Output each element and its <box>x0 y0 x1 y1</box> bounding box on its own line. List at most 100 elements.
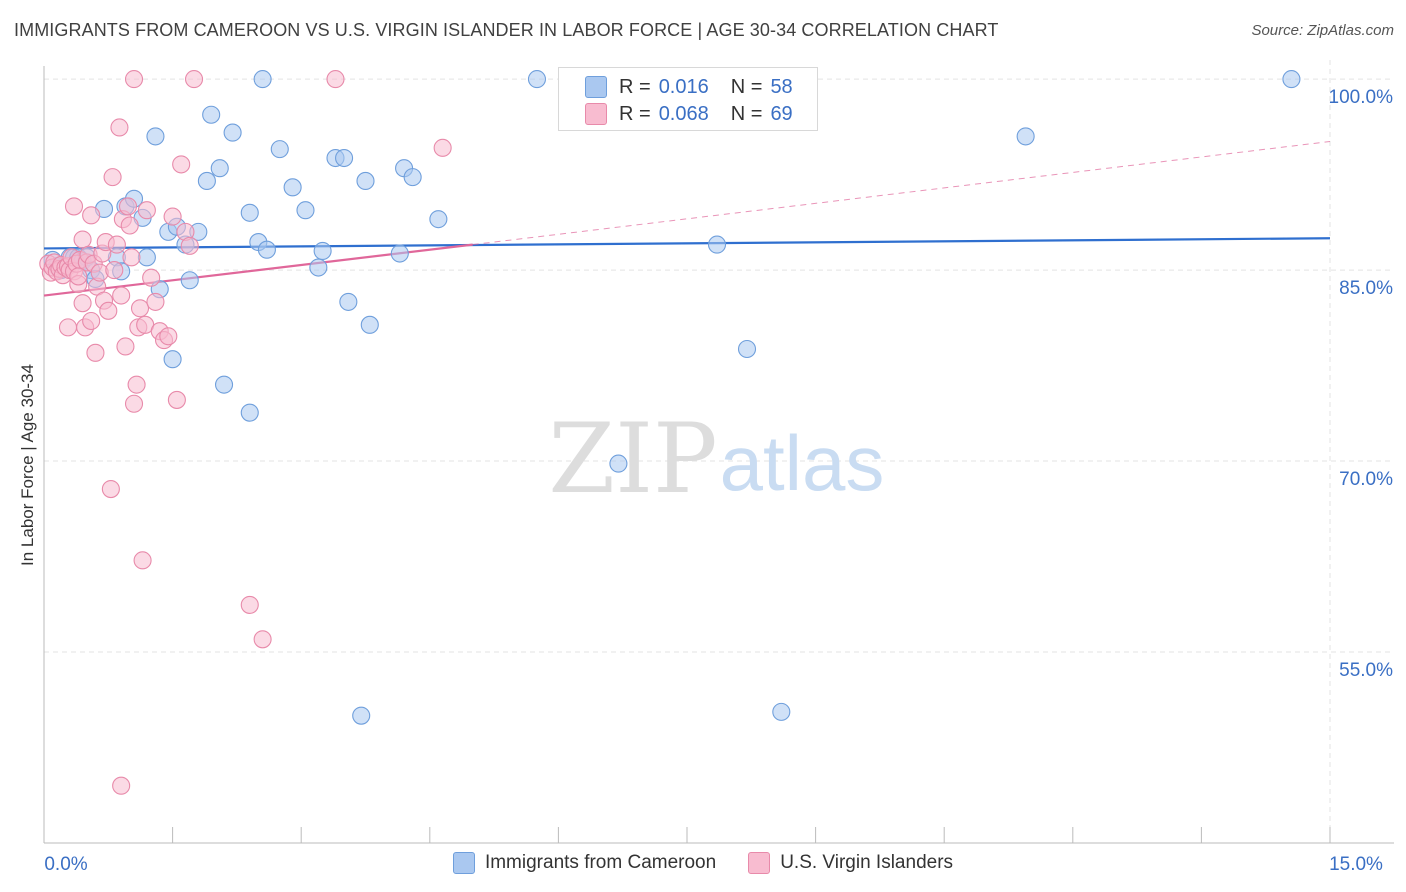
correlation-legend: R = 0.016 N = 58 R = 0.068 N = 69 <box>558 67 818 131</box>
blue-data-point <box>356 171 375 191</box>
pink-data-point <box>116 337 135 356</box>
blue-data-point <box>527 70 547 89</box>
y-tick-label: 85.0% <box>1339 278 1393 299</box>
pink-data-point <box>433 138 452 157</box>
pink-data-point <box>124 70 144 89</box>
blue-data-point <box>283 178 302 197</box>
blue-data-point <box>335 148 354 168</box>
x-tick-label: 0.0% <box>44 854 87 875</box>
pink-data-point <box>99 301 118 320</box>
tick-labels: 100.0% 85.0% 70.0% 55.0% 0.0% 15.0% <box>44 87 1393 875</box>
blue-data-point <box>137 248 156 267</box>
pink-trend-extension <box>472 140 1331 246</box>
blue-data-point <box>253 70 272 89</box>
legend-item-cameroon: Immigrants from Cameroon <box>452 852 717 874</box>
watermark: ZIP atlas <box>548 403 884 515</box>
series-legend: Immigrants from Cameroon U.S. Virgin Isl… <box>0 852 1406 874</box>
pink-data-point <box>69 267 88 286</box>
pink-data-point <box>107 235 126 254</box>
blue-data-point <box>772 702 791 721</box>
pink-data-point <box>112 286 131 305</box>
n-label: N = <box>730 102 763 125</box>
blue-data-point <box>1016 127 1035 146</box>
blue-data-point <box>214 375 234 394</box>
legend-label: U.S. Virgin Islanders <box>780 852 954 873</box>
pink-data-point <box>120 216 139 235</box>
blue-data-point <box>429 210 448 229</box>
blue-data-point <box>270 140 289 159</box>
pink-data-point <box>122 248 141 267</box>
blue-data-point <box>352 706 371 725</box>
source-credit: Source: ZipAtlas.com <box>1251 22 1394 39</box>
blue-data-point <box>313 241 332 261</box>
pink-swatch-icon <box>585 103 607 125</box>
legend-label: Immigrants from Cameroon <box>484 852 717 873</box>
pink-data-point <box>163 207 182 226</box>
pink-data-point <box>253 630 272 649</box>
axes <box>43 66 1394 844</box>
pink-swatch-icon <box>748 852 771 874</box>
pink-data-point <box>137 201 156 220</box>
blue-swatch-icon <box>452 852 475 874</box>
blue-data-point <box>609 454 628 473</box>
x-tick-label: 15.0% <box>1329 854 1383 875</box>
pink-data-point <box>326 70 345 89</box>
pink-data-point <box>73 294 92 313</box>
y-tick-label: 100.0% <box>1329 87 1394 108</box>
pink-data-point <box>180 236 199 255</box>
blue-data-point <box>403 168 422 187</box>
watermark-zip: ZIP <box>548 403 717 515</box>
n-value: 69 <box>770 102 793 125</box>
data-points <box>39 70 1301 795</box>
pink-data-point <box>105 261 124 280</box>
blue-swatch-icon <box>585 76 607 98</box>
blue-data-point <box>1282 70 1301 89</box>
pink-data-point <box>118 197 138 216</box>
y-tick-label: 55.0% <box>1339 660 1393 681</box>
pink-data-point <box>124 394 144 413</box>
y-axis-title: In Labor Force | Age 30-34 <box>18 364 37 566</box>
blue-data-point <box>240 203 259 222</box>
blue-data-point <box>257 240 276 259</box>
y-tick-label: 70.0% <box>1339 469 1393 490</box>
blue-data-point <box>146 127 165 146</box>
pink-data-point <box>101 480 120 499</box>
blue-data-point <box>223 123 242 142</box>
pink-data-point <box>127 375 146 394</box>
pink-data-point <box>86 343 105 362</box>
blue-data-point <box>197 171 216 191</box>
pink-data-point <box>133 551 152 570</box>
blue-data-point <box>180 271 199 290</box>
trend-lines <box>43 140 1331 297</box>
pink-data-point <box>64 197 84 216</box>
pink-data-point <box>146 292 165 311</box>
blue-data-point <box>163 350 182 369</box>
pink-data-point <box>172 155 191 174</box>
pink-data-point <box>103 168 122 187</box>
r-value: 0.016 <box>658 75 709 98</box>
blue-data-point <box>202 105 221 124</box>
legend-row-cameroon: R = 0.016 N = 58 <box>585 75 793 99</box>
legend-item-virgin-islanders: U.S. Virgin Islanders <box>748 852 953 874</box>
n-label: N = <box>730 75 763 98</box>
blue-data-point <box>737 339 757 359</box>
blue-data-point <box>240 403 259 422</box>
pink-data-point <box>184 70 204 89</box>
pink-data-point <box>82 206 101 225</box>
blue-data-point <box>707 235 727 254</box>
blue-data-point <box>360 315 379 334</box>
blue-data-point <box>309 258 328 277</box>
blue-data-point <box>339 292 358 311</box>
pink-data-point <box>142 268 161 287</box>
pink-data-point <box>159 327 178 346</box>
watermark-atlas: atlas <box>720 419 885 507</box>
pink-data-point <box>240 595 259 614</box>
r-label: R = <box>619 75 651 98</box>
pink-data-point <box>130 299 150 318</box>
r-value: 0.068 <box>658 102 709 125</box>
pink-data-point <box>73 230 92 249</box>
pink-data-point <box>167 390 186 409</box>
pink-data-point <box>58 318 78 337</box>
blue-data-point <box>296 201 315 220</box>
